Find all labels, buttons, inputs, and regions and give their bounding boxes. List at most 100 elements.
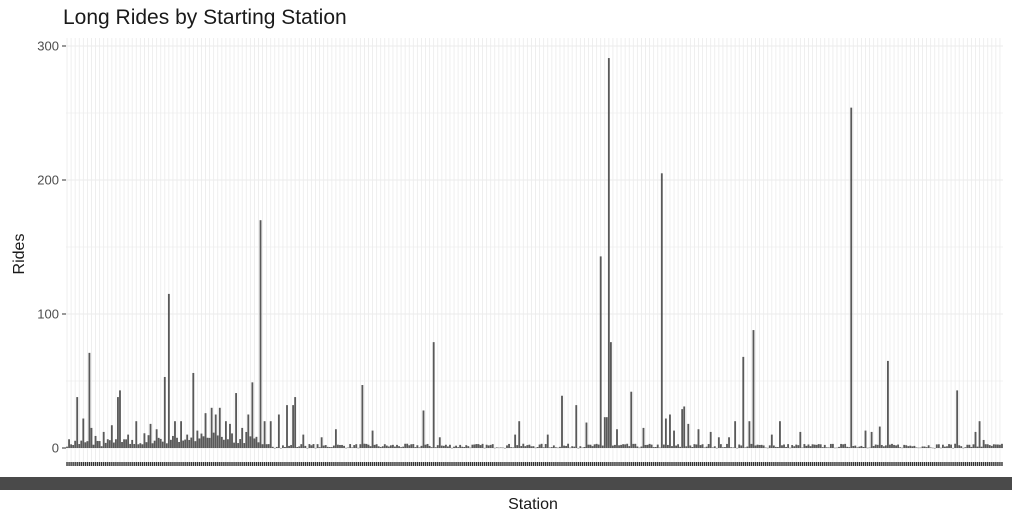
bar [512, 447, 515, 448]
bar [907, 446, 910, 448]
bar [825, 447, 828, 448]
bar [416, 445, 419, 448]
bar [878, 426, 881, 448]
bar [614, 444, 616, 448]
bar [915, 447, 918, 448]
bar [946, 446, 948, 448]
bar [296, 446, 299, 448]
bar [528, 444, 531, 448]
bar [925, 447, 928, 448]
bar [609, 342, 612, 448]
bar [575, 405, 578, 448]
bar [369, 446, 372, 448]
bar [214, 414, 217, 448]
bar [485, 444, 488, 448]
bar [420, 445, 423, 448]
bar [243, 443, 246, 448]
bar [373, 444, 376, 448]
bar [831, 443, 834, 448]
bar [870, 431, 873, 448]
bar [632, 443, 635, 448]
bar [972, 444, 975, 448]
bar [422, 410, 425, 448]
bar [98, 441, 101, 448]
bar [224, 421, 227, 448]
bar [750, 443, 753, 448]
grid-minor-y [66, 112, 1003, 382]
bar [78, 444, 81, 448]
bar [169, 439, 172, 448]
bar [212, 432, 215, 448]
bar [330, 447, 333, 448]
bar [341, 444, 343, 448]
bar [644, 444, 647, 448]
bar [387, 446, 390, 448]
bar [457, 447, 460, 448]
bar [290, 445, 293, 448]
bar [489, 444, 492, 448]
bar [656, 444, 659, 448]
bar [612, 445, 614, 448]
bar [546, 434, 549, 448]
bar [844, 443, 847, 448]
bar [984, 444, 987, 448]
bar [526, 445, 529, 448]
bar [646, 444, 649, 448]
bar [713, 446, 716, 448]
bar [781, 445, 783, 448]
bar [807, 444, 810, 448]
bar [495, 447, 498, 448]
bar [895, 445, 897, 448]
bar [147, 435, 150, 448]
bar [662, 444, 665, 448]
bar [110, 425, 113, 448]
bar [730, 447, 732, 448]
bar [208, 437, 211, 448]
bar [359, 444, 362, 448]
bar [70, 444, 73, 448]
bar [797, 445, 800, 448]
bar [620, 444, 622, 448]
bar [320, 437, 323, 448]
bar [650, 444, 653, 448]
bar [640, 446, 643, 448]
bar [129, 443, 132, 448]
y-axis-title: Rides [11, 234, 28, 275]
bar [377, 446, 380, 448]
bar [86, 441, 89, 448]
bar [927, 445, 930, 448]
bar [465, 445, 468, 448]
bar [891, 443, 893, 448]
bar [249, 436, 252, 448]
bar [795, 444, 798, 448]
bar [233, 442, 235, 448]
bar [880, 444, 883, 448]
bar [628, 446, 631, 448]
bar [222, 439, 225, 448]
bar [860, 445, 863, 448]
bar [430, 447, 433, 448]
bar [447, 446, 449, 448]
bar [508, 443, 510, 448]
bar [815, 444, 818, 448]
bar [461, 446, 464, 448]
bar [842, 444, 845, 448]
bar [251, 382, 254, 448]
bar [889, 444, 891, 448]
bar [174, 421, 176, 448]
bar [958, 445, 961, 448]
bar [114, 439, 117, 448]
bar [999, 444, 1001, 448]
bar [88, 352, 91, 448]
bar [964, 447, 967, 448]
bar [72, 444, 75, 448]
bar [768, 445, 771, 448]
bar [481, 443, 484, 448]
bar [756, 444, 759, 448]
bar [626, 443, 629, 448]
bar [982, 439, 985, 448]
bar [328, 447, 331, 448]
bar [282, 445, 284, 448]
bar [524, 446, 527, 448]
bar [302, 434, 305, 448]
